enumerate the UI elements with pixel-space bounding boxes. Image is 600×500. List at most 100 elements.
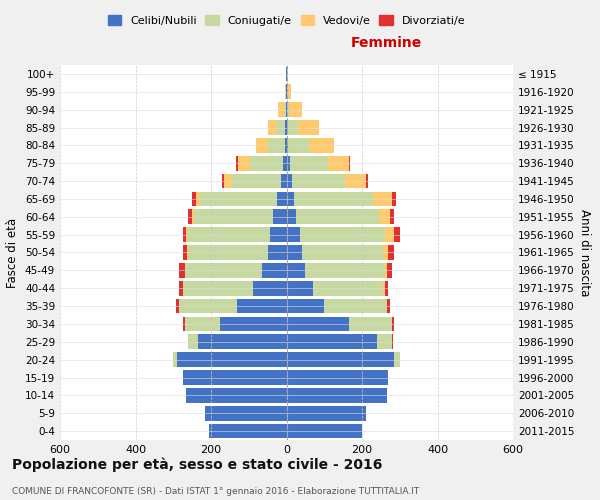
Bar xyxy=(188,334,287,349)
Bar xyxy=(182,228,287,242)
Bar xyxy=(287,281,313,295)
Legend: Celibi/Nubili, Coniugati/e, Vedovi/e, Divorziati/e: Celibi/Nubili, Coniugati/e, Vedovi/e, Di… xyxy=(103,10,470,30)
Bar xyxy=(287,102,302,117)
Bar xyxy=(287,84,291,99)
Bar xyxy=(173,352,287,367)
Bar xyxy=(182,370,287,385)
Bar xyxy=(185,316,287,331)
Bar xyxy=(286,66,287,81)
Bar xyxy=(287,424,362,438)
Bar xyxy=(287,406,366,420)
Bar xyxy=(182,370,287,385)
Bar xyxy=(177,352,287,367)
Bar xyxy=(287,424,362,438)
Bar xyxy=(179,281,287,295)
Bar xyxy=(287,281,385,295)
Bar xyxy=(287,406,366,420)
Bar xyxy=(188,334,287,349)
Bar xyxy=(287,174,368,188)
Bar xyxy=(287,263,386,278)
Bar xyxy=(287,156,328,170)
Bar xyxy=(287,138,334,152)
Bar xyxy=(184,245,287,260)
Bar xyxy=(287,406,366,420)
Bar xyxy=(287,192,294,206)
Bar xyxy=(176,298,287,314)
Bar xyxy=(179,263,287,278)
Bar xyxy=(187,388,287,402)
Bar xyxy=(287,228,300,242)
Bar xyxy=(277,120,287,135)
Bar xyxy=(188,334,287,349)
Bar xyxy=(182,281,287,295)
Bar xyxy=(287,156,350,170)
Bar xyxy=(287,406,366,420)
Bar xyxy=(287,210,296,224)
Bar xyxy=(287,316,394,331)
Bar xyxy=(236,156,287,170)
Bar xyxy=(273,210,287,224)
Bar xyxy=(287,120,319,135)
Bar xyxy=(205,406,287,420)
Bar xyxy=(185,316,287,331)
Bar xyxy=(287,334,392,349)
Bar xyxy=(173,352,287,367)
Bar xyxy=(287,352,400,367)
Bar xyxy=(287,334,392,349)
Bar xyxy=(287,263,392,278)
Bar xyxy=(287,192,396,206)
Bar xyxy=(224,174,287,188)
Bar xyxy=(209,424,287,438)
Bar xyxy=(179,298,287,314)
Bar xyxy=(209,424,287,438)
Bar xyxy=(277,192,287,206)
Bar xyxy=(268,138,287,152)
Bar xyxy=(287,245,388,260)
Bar xyxy=(287,298,389,314)
Bar xyxy=(238,156,287,170)
Bar xyxy=(287,316,349,331)
Bar xyxy=(250,156,287,170)
Bar xyxy=(287,210,394,224)
Bar xyxy=(192,192,287,206)
Bar xyxy=(187,245,287,260)
Bar xyxy=(287,370,388,385)
Bar xyxy=(287,352,400,367)
Bar xyxy=(287,334,377,349)
Bar xyxy=(188,210,287,224)
Bar xyxy=(287,174,366,188)
Bar xyxy=(286,102,287,117)
Bar xyxy=(287,156,290,170)
Bar xyxy=(187,388,287,402)
Bar xyxy=(286,66,287,81)
Bar xyxy=(268,120,287,135)
Bar xyxy=(198,334,287,349)
Bar xyxy=(286,66,287,81)
Bar xyxy=(287,281,383,295)
Bar xyxy=(287,245,383,260)
Bar xyxy=(287,316,392,331)
Bar xyxy=(187,228,287,242)
Bar xyxy=(284,138,287,152)
Bar xyxy=(188,245,287,260)
Bar xyxy=(286,84,287,99)
Bar xyxy=(287,245,394,260)
Bar xyxy=(287,210,391,224)
Bar xyxy=(185,263,287,278)
Bar xyxy=(287,102,289,117)
Bar xyxy=(278,102,287,117)
Bar xyxy=(287,228,385,242)
Bar xyxy=(287,424,362,438)
Bar xyxy=(253,281,287,295)
Bar xyxy=(287,298,386,314)
Bar xyxy=(187,388,287,402)
Bar xyxy=(287,388,386,402)
Bar xyxy=(287,84,291,99)
Bar xyxy=(205,406,287,420)
Bar xyxy=(284,120,287,135)
Bar xyxy=(173,352,287,367)
Bar xyxy=(278,102,287,117)
Bar xyxy=(286,84,287,99)
Bar xyxy=(287,263,305,278)
Bar xyxy=(287,370,388,385)
